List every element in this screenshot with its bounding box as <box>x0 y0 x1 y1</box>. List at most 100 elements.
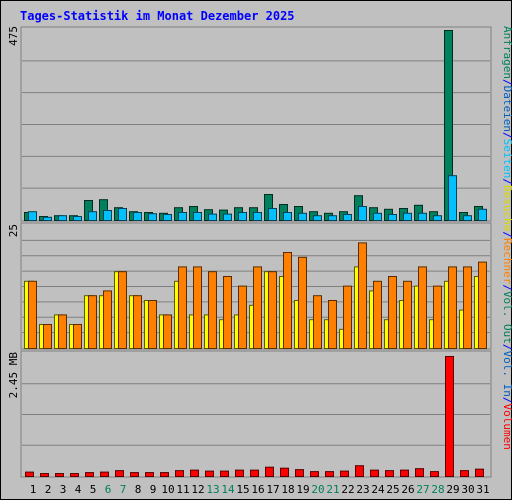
bar-rechner-day-26 <box>403 280 412 349</box>
bar-volumen-day-25 <box>385 470 394 477</box>
bar-dateien-day-23 <box>358 206 367 221</box>
x-tick-label: 7 <box>120 483 127 496</box>
x-tick-label: 28 <box>431 483 444 496</box>
bar-volumen-day-29 <box>445 356 454 477</box>
bar-volumen-day-28 <box>430 471 439 478</box>
panel-requests: 475 <box>7 26 492 222</box>
bar-dateien-day-3 <box>58 215 67 221</box>
panel-requests-bars <box>24 30 487 222</box>
bar-volumen-day-14 <box>220 470 229 477</box>
bar-dateien-day-10 <box>163 214 172 221</box>
bar-volumen-day-3 <box>55 473 64 477</box>
x-tick-label: 17 <box>266 483 279 496</box>
bar-dateien-day-17 <box>268 208 277 221</box>
bar-rechner-day-14 <box>223 276 232 349</box>
x-tick-label: 23 <box>356 483 369 496</box>
bar-dateien-day-30 <box>463 215 472 221</box>
bar-dateien-day-9 <box>148 213 157 221</box>
bar-rechner-day-18 <box>283 252 292 349</box>
legend-seiten: Seiten <box>501 139 512 179</box>
x-axis-day-labels: 1 2 3 4 5 6 7 8 9 10 11 12 13 14 15 16 17 18 19 20 21 22 23 24 2… <box>30 483 490 496</box>
bar-volumen-day-10 <box>160 472 169 478</box>
x-tick-label: 5 <box>90 483 97 496</box>
bar-volumen-day-12 <box>190 469 199 478</box>
legend-anfragen: Anfragen <box>501 26 512 79</box>
legend-besuche: Besuche <box>501 185 512 231</box>
bar-dateien-day-19 <box>298 212 307 222</box>
x-tick-label: 4 <box>75 483 82 496</box>
bar-dateien-day-21 <box>328 215 337 221</box>
bar-dateien-day-2 <box>43 216 52 222</box>
bar-rechner-day-25 <box>388 276 397 349</box>
bar-rechner-day-22 <box>343 285 352 350</box>
panel-visits-bars <box>24 242 487 350</box>
x-tick-label: 30 <box>461 483 474 496</box>
bar-rechner-day-5 <box>88 295 97 350</box>
bar-rechner-day-23 <box>358 242 367 349</box>
bar-volumen-day-9 <box>145 472 154 478</box>
x-tick-label: 29 <box>446 483 459 496</box>
bar-rechner-day-7 <box>118 271 127 350</box>
bar-dateien-day-5 <box>88 211 97 221</box>
x-tick-label: 22 <box>341 483 354 496</box>
bar-dateien-day-27 <box>418 212 427 222</box>
x-tick-label: 19 <box>296 483 309 496</box>
bar-dateien-day-13 <box>208 213 217 222</box>
bar-rechner-day-16 <box>253 266 262 349</box>
bar-dateien-day-28 <box>433 215 442 221</box>
bar-dateien-day-31 <box>478 208 487 222</box>
bar-volumen-day-16 <box>250 469 259 478</box>
bar-rechner-day-8 <box>133 295 142 350</box>
bar-rechner-day-13 <box>208 271 217 350</box>
bar-volumen-day-2 <box>40 473 49 477</box>
bar-volumen-day-27 <box>415 468 424 478</box>
bar-rechner-day-15 <box>238 285 247 350</box>
x-tick-label: 26 <box>401 483 414 496</box>
legend-vol-in: Vol. In <box>501 351 512 397</box>
bar-dateien-day-24 <box>373 212 382 222</box>
bar-dateien-day-14 <box>223 213 232 222</box>
bar-rechner-day-12 <box>193 266 202 349</box>
panel-volume-gridlines <box>22 383 490 446</box>
x-tick-label: 15 <box>236 483 249 496</box>
bar-dateien-day-12 <box>193 212 202 221</box>
legend-vol-out: Vol. Out <box>501 291 512 344</box>
bar-volumen-day-6 <box>100 471 109 477</box>
x-tick-label: 25 <box>386 483 399 496</box>
bar-volumen-day-19 <box>295 469 304 477</box>
x-tick-label: 10 <box>161 483 174 496</box>
bar-volumen-day-1 <box>25 471 34 477</box>
bar-volumen-day-22 <box>340 470 349 477</box>
bar-rechner-day-21 <box>328 300 337 349</box>
requests-max-tick: 475 <box>7 26 20 46</box>
bar-volumen-day-26 <box>400 469 409 478</box>
chart-title: Tages-Statistik im Monat Dezember 2025 <box>20 9 295 23</box>
x-tick-label: 2 <box>45 483 52 496</box>
bar-volumen-day-7 <box>115 470 124 477</box>
panel-visits: 25 <box>7 222 492 350</box>
bar-rechner-day-4 <box>73 324 82 349</box>
bar-volumen-day-11 <box>175 470 184 477</box>
legend-dateien: Dateien <box>501 86 512 132</box>
panel-volume-bars <box>25 356 484 478</box>
bar-dateien-day-7 <box>118 208 127 221</box>
x-tick-label: 18 <box>281 483 294 496</box>
bar-rechner-day-10 <box>163 314 172 349</box>
x-tick-label: 24 <box>371 483 385 496</box>
x-tick-label: 9 <box>150 483 157 496</box>
panel-volume: 2.45 MB <box>7 350 492 478</box>
bar-dateien-day-1 <box>28 211 37 221</box>
bar-rechner-day-30 <box>463 266 472 349</box>
bar-volumen-day-24 <box>370 469 379 478</box>
bar-dateien-day-18 <box>283 212 292 221</box>
legend-volumen: Volumen <box>501 404 512 450</box>
bar-volumen-day-8 <box>130 472 139 478</box>
bar-rechner-day-31 <box>478 261 487 350</box>
bar-dateien-day-26 <box>403 212 412 222</box>
bar-dateien-day-25 <box>388 214 397 221</box>
bar-rechner-day-17 <box>268 271 277 350</box>
bar-volumen-day-30 <box>460 470 469 477</box>
bar-dateien-day-15 <box>238 212 247 221</box>
panel-requests-gridlines <box>22 60 490 189</box>
bar-dateien-day-8 <box>133 212 142 221</box>
